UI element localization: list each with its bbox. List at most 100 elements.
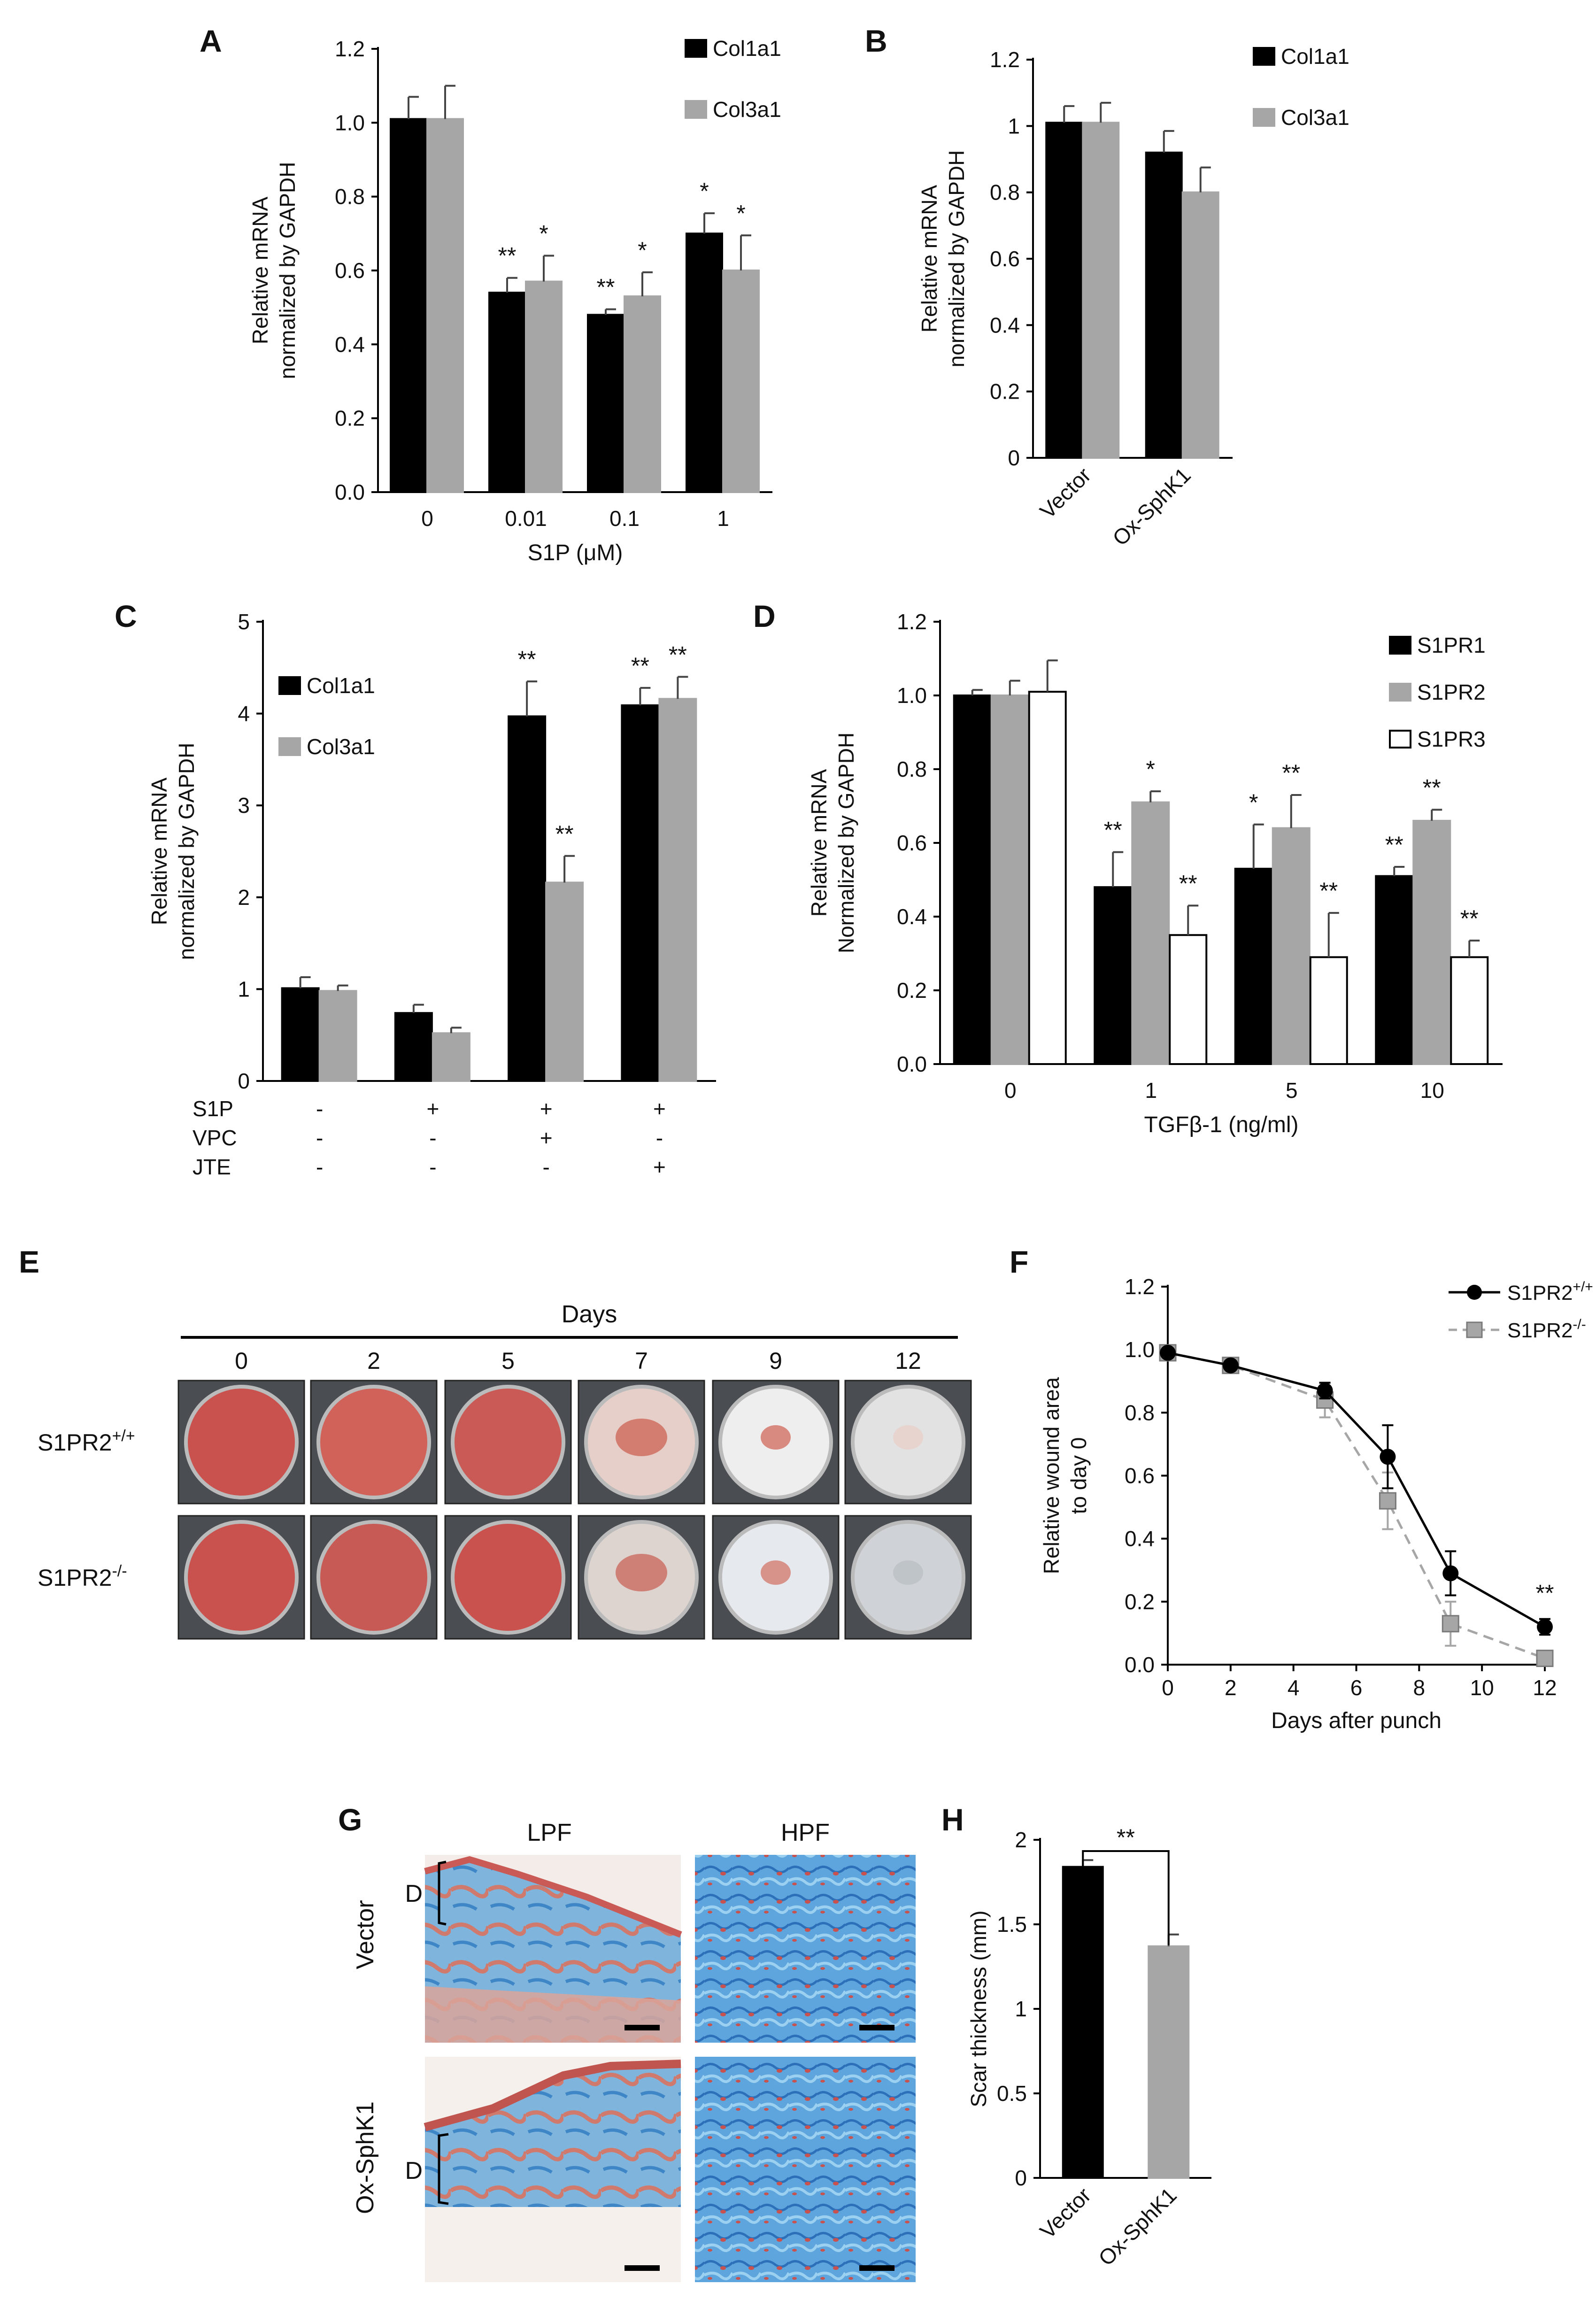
y-tick-label: 0.4 bbox=[897, 904, 927, 929]
bar bbox=[1272, 827, 1311, 1065]
bar bbox=[1028, 691, 1067, 1065]
significance-label: ** bbox=[498, 243, 517, 269]
y-tick-label: 0.2 bbox=[1125, 1590, 1155, 1614]
bar bbox=[658, 698, 697, 1082]
significance-bracket bbox=[1082, 1850, 1170, 1945]
legend-swatch bbox=[1253, 108, 1275, 127]
significance-label: * bbox=[736, 200, 745, 226]
x-tick-label: 2 bbox=[1225, 1675, 1237, 1700]
legend-label: Col1a1 bbox=[713, 36, 781, 61]
wound-area bbox=[316, 1385, 431, 1499]
wound-core bbox=[616, 1554, 667, 1591]
y-tick-label: 0.6 bbox=[990, 247, 1020, 271]
bar bbox=[545, 881, 584, 1082]
legend-label: S1PR1 bbox=[1417, 633, 1486, 657]
legend-label: Col3a1 bbox=[1281, 105, 1349, 130]
bar bbox=[1181, 191, 1219, 459]
legend-swatch bbox=[278, 737, 301, 756]
significance-label: ** bbox=[1104, 817, 1122, 843]
dermis-label: D bbox=[405, 1880, 423, 1907]
genotype-label: S1PR2+/+ bbox=[38, 1427, 135, 1456]
panel-label-d: D bbox=[753, 599, 776, 633]
y-tick-label: 0 bbox=[1008, 446, 1020, 470]
data-point bbox=[1317, 1382, 1333, 1399]
chart-a: 0.0 0.2 0.4 0.6 0.8 1.0 1.2 Relative mRNA normal… bbox=[248, 36, 781, 565]
y-tick-label: 1.2 bbox=[990, 47, 1020, 72]
bar bbox=[281, 987, 320, 1082]
wound-area bbox=[451, 1520, 565, 1635]
y-tick-label: 0.0 bbox=[897, 1052, 927, 1076]
y-tick-label: 4 bbox=[238, 702, 250, 726]
row-label-ox-sphk1: Ox-SphK1 bbox=[352, 2101, 379, 2214]
x-tick-label: 8 bbox=[1413, 1675, 1426, 1700]
significance-label: ** bbox=[1179, 870, 1197, 896]
significance-label: ** bbox=[597, 274, 615, 301]
treatment-name: S1P bbox=[193, 1096, 233, 1121]
y-axis-label: Relative mRNA bbox=[248, 196, 272, 344]
legend-label: Col1a1 bbox=[1281, 44, 1349, 69]
chart-c: 0 1 2 3 4 5 Relative mRNA normalized by GAPDH **… bbox=[147, 610, 716, 1179]
y-tick-label: 2 bbox=[238, 885, 250, 910]
wound-area bbox=[316, 1520, 431, 1635]
treatment-value: - bbox=[316, 1126, 323, 1150]
legend-swatch bbox=[278, 676, 301, 695]
treatment-value: - bbox=[316, 1096, 323, 1121]
panel-label-a: A bbox=[200, 23, 222, 58]
treatment-value: + bbox=[653, 1096, 666, 1121]
dermis-bracket bbox=[438, 1860, 447, 1926]
y-tick-label: 0.4 bbox=[990, 313, 1020, 337]
treatment-value: - bbox=[316, 1155, 323, 1179]
y-tick-label: 2 bbox=[1015, 1828, 1027, 1852]
y-axis-label: Relative mRNA bbox=[807, 769, 831, 917]
bar bbox=[1375, 875, 1414, 1065]
legend-label: S1PR2 bbox=[1417, 680, 1486, 704]
y-tick-label: 1 bbox=[238, 977, 250, 1001]
days-header: Days bbox=[562, 1301, 617, 1328]
significance-label: * bbox=[1146, 756, 1155, 782]
y-tick-label: 0.4 bbox=[335, 332, 365, 356]
data-point bbox=[1380, 1449, 1396, 1465]
bar bbox=[624, 295, 661, 493]
y-axis-label: normalized by GAPDH bbox=[275, 162, 300, 379]
x-tick-label: Ox-SphK1 bbox=[1108, 463, 1195, 550]
bar bbox=[1131, 801, 1170, 1065]
y-tick-label: 0 bbox=[238, 1069, 250, 1093]
day-label: 12 bbox=[895, 1348, 921, 1374]
y-tick-label: 0.6 bbox=[335, 258, 365, 283]
x-tick-label: Ox-SphK1 bbox=[1094, 2183, 1181, 2270]
treatment-value: - bbox=[429, 1126, 436, 1150]
panel-label-f: F bbox=[1010, 1244, 1028, 1279]
significance-label: * bbox=[539, 221, 548, 247]
significance-label: ** bbox=[1423, 774, 1441, 801]
data-point bbox=[1160, 1344, 1176, 1361]
significance-label: ** bbox=[1282, 760, 1300, 786]
treatment-value: - bbox=[429, 1155, 436, 1179]
significance-label: ** bbox=[1319, 878, 1338, 904]
day-label: 0 bbox=[235, 1348, 248, 1374]
y-axis-label: Relative mRNA bbox=[917, 185, 941, 332]
wound-core bbox=[761, 1425, 791, 1450]
wound-core bbox=[616, 1419, 667, 1456]
legend-swatch bbox=[1389, 683, 1411, 702]
bar bbox=[1082, 122, 1120, 459]
y-tick-label: 0.0 bbox=[1125, 1652, 1155, 1677]
y-tick-label: 1 bbox=[1008, 114, 1020, 138]
bar bbox=[1309, 956, 1348, 1065]
x-axis-label: Days after punch bbox=[1271, 1708, 1442, 1733]
treatment-value: + bbox=[653, 1155, 666, 1179]
legend-label: S1PR3 bbox=[1417, 727, 1486, 751]
x-tick-label: 4 bbox=[1288, 1675, 1300, 1700]
bar bbox=[1045, 122, 1083, 459]
bar bbox=[1169, 934, 1208, 1065]
hpf-ox-sphk1-image bbox=[695, 2057, 916, 2282]
bar bbox=[390, 118, 427, 493]
y-tick-label: 0.8 bbox=[990, 180, 1020, 205]
treatment-value: + bbox=[540, 1126, 553, 1150]
x-tick-label: 5 bbox=[1286, 1078, 1298, 1103]
bar bbox=[1094, 886, 1133, 1065]
data-point bbox=[1442, 1565, 1459, 1582]
x-tick-label: 0.1 bbox=[609, 506, 640, 531]
panel-label-c: C bbox=[115, 599, 137, 633]
legend-marker bbox=[1466, 1321, 1483, 1338]
